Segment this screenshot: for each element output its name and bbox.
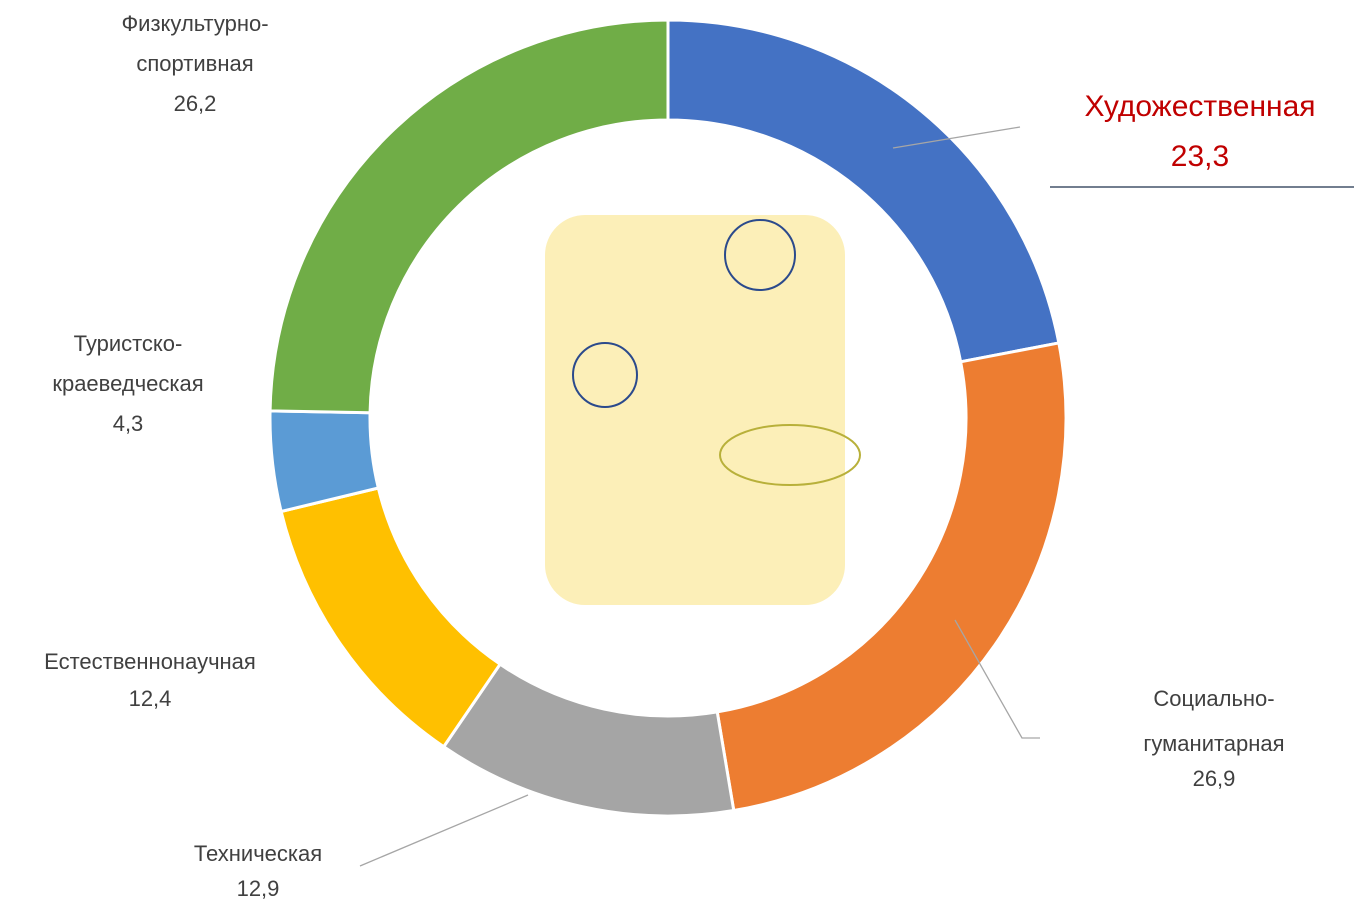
illustration-backdrop (545, 215, 845, 605)
value-label: 12,4 (129, 686, 172, 711)
donut-segment (281, 488, 500, 747)
value-label: 26,2 (174, 91, 217, 116)
category-label: Техническая (194, 841, 322, 866)
category-label: Естественнонаучная (44, 649, 256, 674)
value-label: 23,3 (1171, 140, 1229, 173)
category-label: Художественная (1084, 90, 1315, 123)
category-label: Социально-гуманитарная (1143, 686, 1284, 756)
value-label: 4,3 (113, 411, 144, 436)
category-label: Физкультурно-спортивная (121, 11, 268, 76)
donut-segment (444, 664, 734, 816)
chart: Художественная 23,3 Социально-гуманитарная… (0, 0, 1354, 902)
category-label: Туристско-краеведческая (52, 331, 203, 396)
leader-line (360, 795, 528, 866)
value-label: 12,9 (237, 876, 280, 901)
value-label: 26,9 (1193, 766, 1236, 791)
